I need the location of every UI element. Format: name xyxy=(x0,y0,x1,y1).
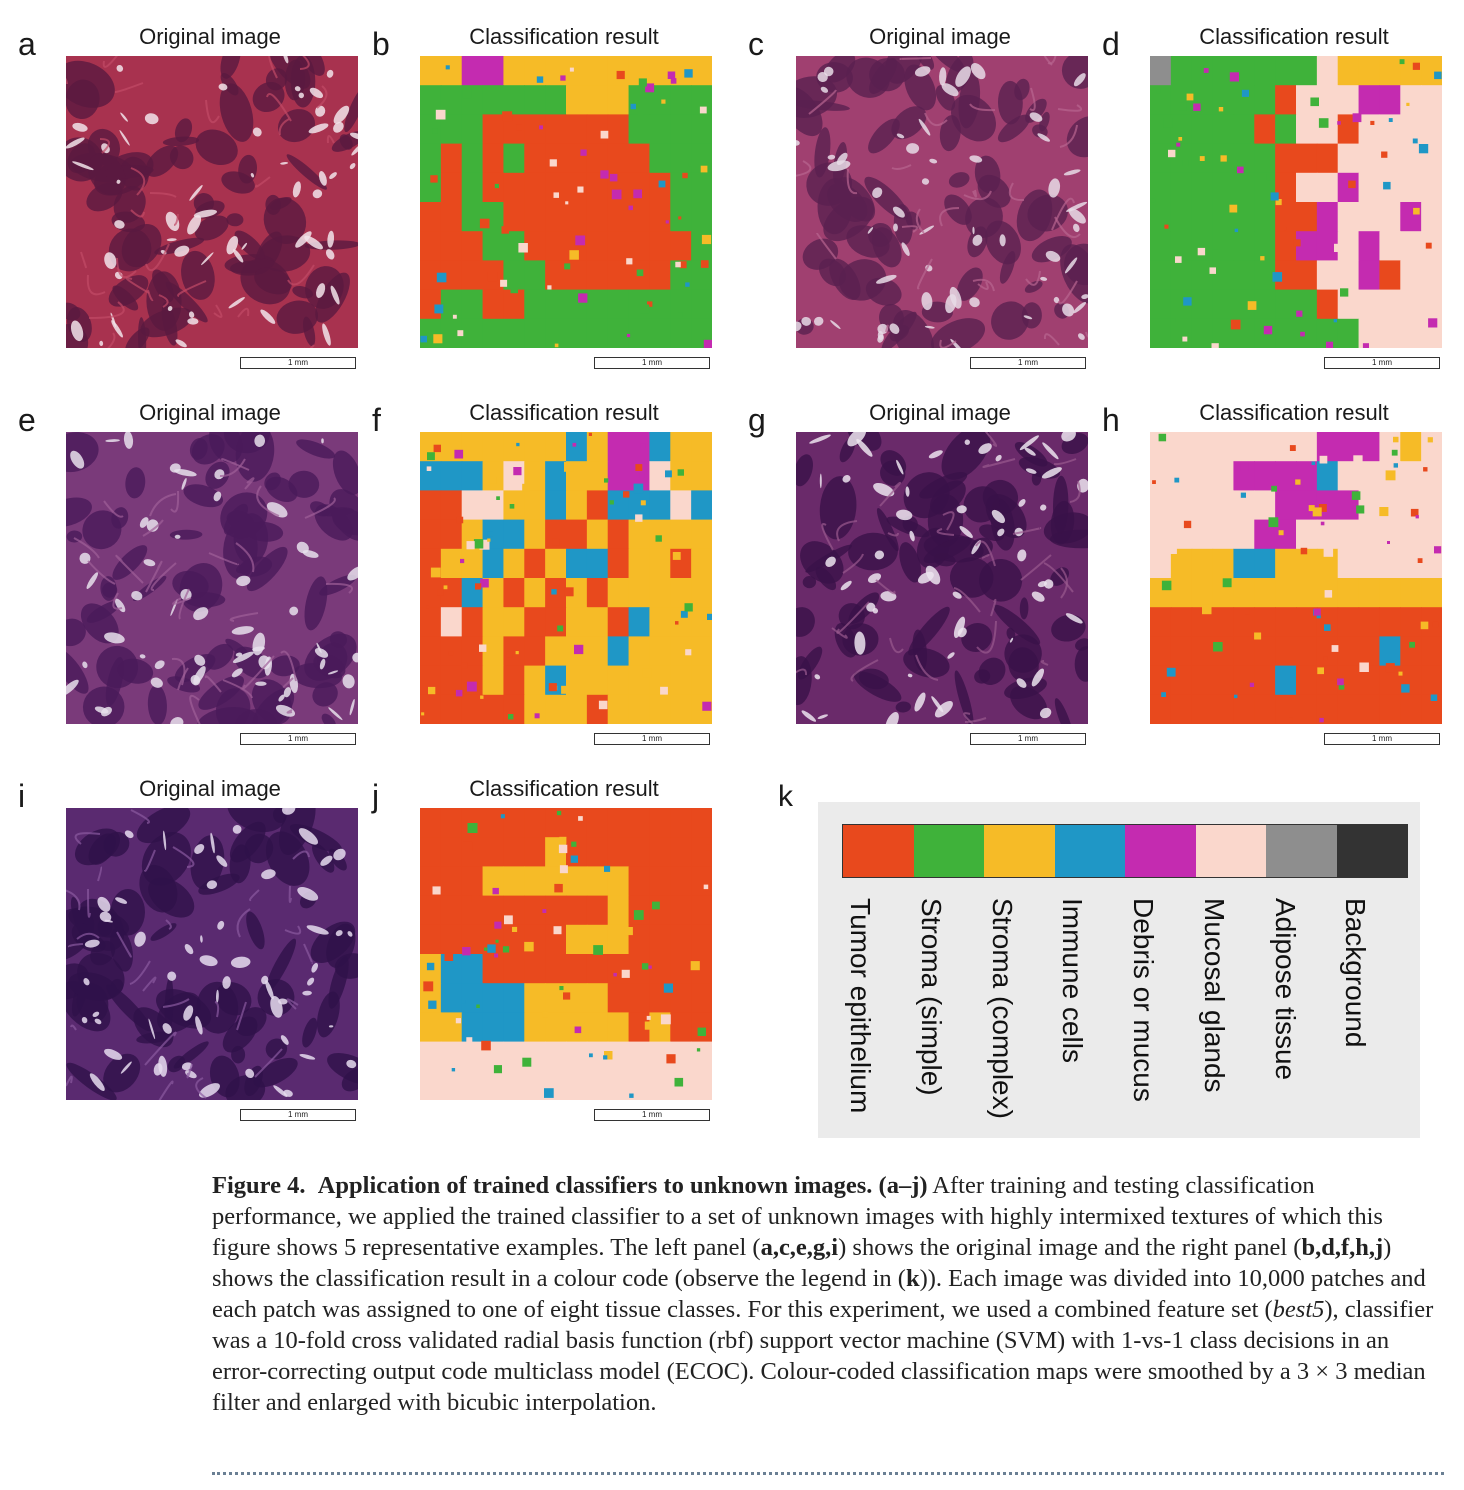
histology-image xyxy=(66,808,358,1100)
panel-h: h Classification result 1 mm xyxy=(1102,400,1464,780)
caption-title: Application of trained classifiers to un… xyxy=(317,1172,873,1199)
caption-text: ), classifier was a 10-fold cross valida… xyxy=(212,1296,1434,1416)
panel-letter: j xyxy=(372,778,380,814)
legend: Tumor epithelium Stroma (simple) Stroma (c… xyxy=(818,802,1420,1138)
legend-label: Debris or mucus xyxy=(1125,898,1165,1138)
caption-right-refs: b,d,f,h,j xyxy=(1301,1234,1384,1261)
panel-title: Original image xyxy=(869,24,1011,49)
separator-line xyxy=(212,1472,1444,1475)
scale-bar: 1 mm xyxy=(594,1109,710,1121)
legend-swatch xyxy=(1195,825,1266,877)
legend-label-text: Debris or mucus xyxy=(1128,898,1159,1102)
classification-map xyxy=(420,432,712,724)
histology-image xyxy=(66,432,358,724)
classification-map xyxy=(420,808,712,1100)
panel-letter: i xyxy=(18,778,26,814)
legend-swatch xyxy=(913,825,984,877)
panel-g: g Original image 1 mm xyxy=(748,400,1110,780)
figure-caption: Figure 4. Application of trained classif… xyxy=(212,1170,1442,1418)
scale-bar: 1 mm xyxy=(594,733,710,745)
scale-bar: 1 mm xyxy=(240,733,356,745)
caption-text: ) shows the classification result in a c… xyxy=(212,1234,1392,1292)
legend-colorbar xyxy=(842,824,1408,878)
legend-label-text: Tumor epithelium xyxy=(845,898,876,1114)
panel-f: f Classification result 1 mm xyxy=(372,400,734,780)
legend-swatch xyxy=(1054,825,1125,877)
panel-a: a Original image 1 mm xyxy=(18,24,380,404)
panel-letter: b xyxy=(372,26,390,62)
panel-j: j Classification result 1 mm xyxy=(372,776,734,1156)
caption-figure-number: Figure 4. xyxy=(212,1172,306,1199)
scale-bar: 1 mm xyxy=(970,733,1086,745)
legend-label: Adipose tissue xyxy=(1267,898,1307,1138)
panel-letter: d xyxy=(1102,26,1120,62)
legend-label: Mucosal glands xyxy=(1196,898,1236,1138)
panel-d: d Classification result 1 mm xyxy=(1102,24,1464,404)
legend-label-text: Stroma (complex) xyxy=(986,898,1018,1119)
panel-title: Original image xyxy=(139,400,281,425)
panel-letter: a xyxy=(18,26,36,62)
caption-text: After training and testing classificatio… xyxy=(212,1172,1383,1261)
caption-legend-ref: k xyxy=(905,1265,920,1292)
histology-image xyxy=(66,56,358,348)
legend-label-text: Mucosal glands xyxy=(1198,898,1230,1093)
panel-title: Classification result xyxy=(1199,24,1389,49)
scale-bar: 1 mm xyxy=(1324,357,1440,369)
panel-title: Original image xyxy=(139,776,281,801)
panel-i: i Original image 1 mm xyxy=(18,776,380,1156)
legend-label: Immune cells xyxy=(1054,898,1094,1138)
classification-map xyxy=(1150,56,1442,348)
legend-label: Stroma (complex) xyxy=(984,898,1024,1138)
caption-text: )). Each image was divided into 10,000 p… xyxy=(212,1265,1426,1323)
panel-c: c Original image 1 mm xyxy=(748,24,1110,404)
panel-title: Original image xyxy=(869,400,1011,425)
caption-left-refs: a,c,e,g,i xyxy=(760,1234,839,1261)
panel-title: Classification result xyxy=(469,776,659,801)
legend-swatch xyxy=(843,825,914,877)
histology-image xyxy=(796,56,1088,348)
caption-text: ) shows the original image and the right… xyxy=(838,1234,1302,1261)
legend-swatch xyxy=(1125,825,1196,877)
caption-range: (a–j) xyxy=(878,1172,928,1199)
classification-map xyxy=(1150,432,1442,724)
panel-letter: e xyxy=(18,402,36,438)
panel-title: Classification result xyxy=(469,24,659,49)
panel-title: Original image xyxy=(139,24,281,49)
scale-bar: 1 mm xyxy=(970,357,1086,369)
legend-label: Background xyxy=(1337,898,1377,1138)
legend-label: Tumor epithelium xyxy=(842,898,882,1138)
legend-label-text: Adipose tissue xyxy=(1269,898,1301,1081)
legend-swatch xyxy=(984,825,1055,877)
legend-label-text: Stroma (simple) xyxy=(915,898,947,1096)
panel-title: Classification result xyxy=(1199,400,1389,425)
panel-letter: f xyxy=(372,402,381,438)
legend-label-text: Background xyxy=(1340,898,1372,1048)
scale-bar: 1 mm xyxy=(594,357,710,369)
panel-letter: g xyxy=(748,402,766,438)
caption-feature-set: best5 xyxy=(1272,1296,1325,1323)
legend-swatch xyxy=(1336,825,1407,877)
scale-bar: 1 mm xyxy=(240,357,356,369)
panel-letter: h xyxy=(1102,402,1120,438)
panel-b: b Classification result 1 mm xyxy=(372,24,734,404)
legend-letter: k xyxy=(778,780,793,813)
legend-label: Stroma (simple) xyxy=(913,898,953,1138)
histology-image xyxy=(796,432,1088,724)
panel-letter: c xyxy=(748,26,764,62)
legend-label-text: Immune cells xyxy=(1057,898,1089,1063)
panel-e: e Original image 1 mm xyxy=(18,400,380,780)
legend-swatch xyxy=(1266,825,1337,877)
panel-title: Classification result xyxy=(469,400,659,425)
scale-bar: 1 mm xyxy=(240,1109,356,1121)
scale-bar: 1 mm xyxy=(1324,733,1440,745)
classification-map xyxy=(420,56,712,348)
